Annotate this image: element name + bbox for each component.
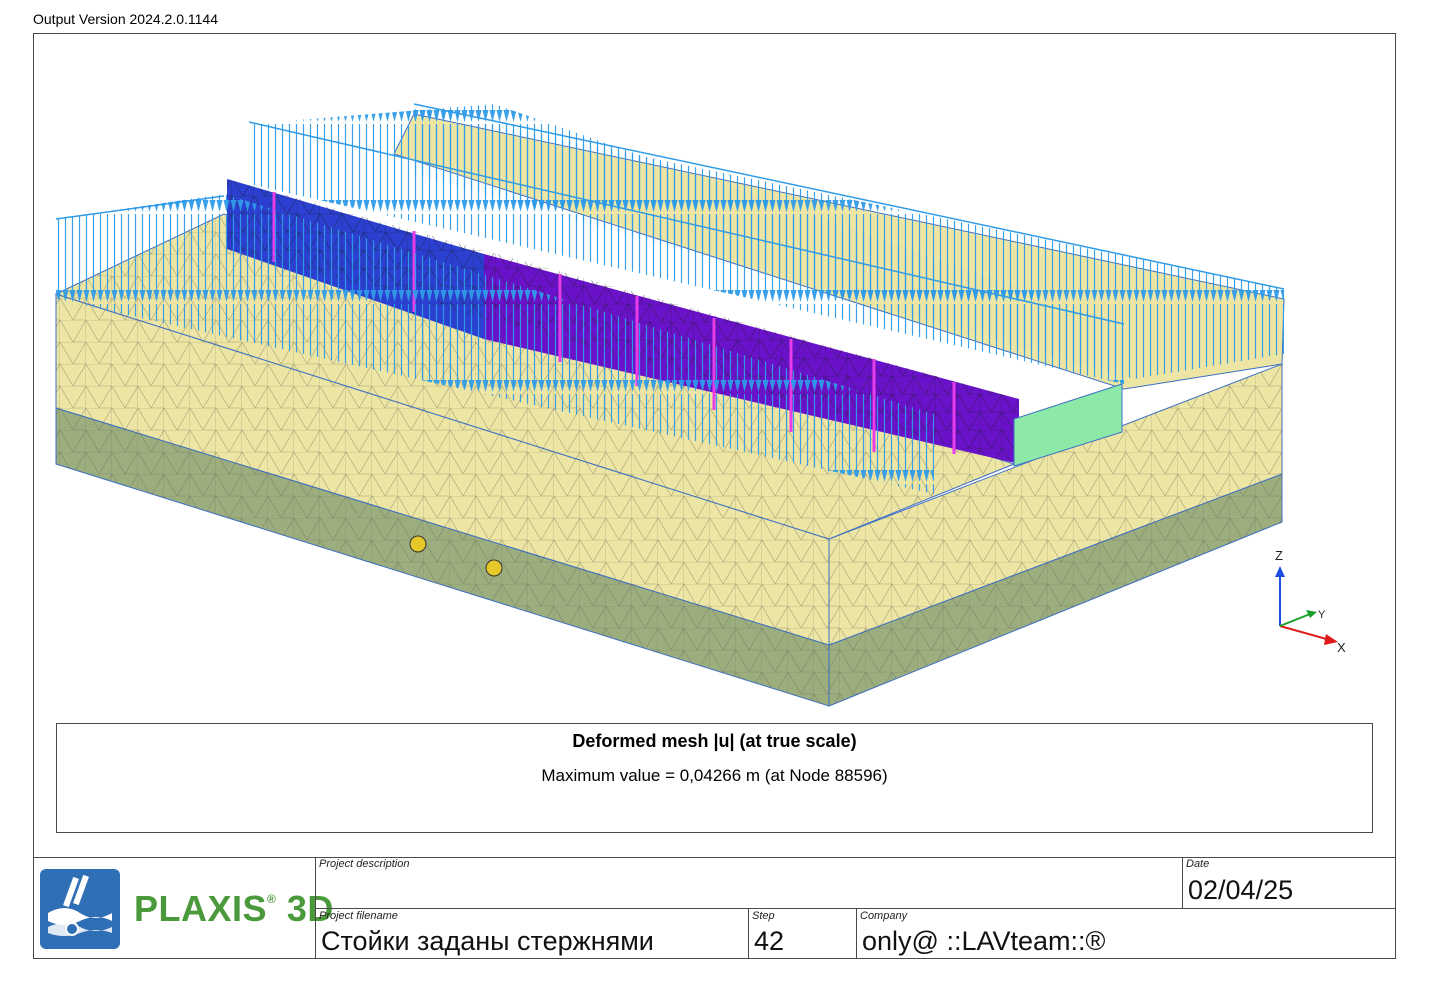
model-svg: Z Y X [54, 103, 1346, 707]
title-divider [315, 908, 1396, 909]
max-value-text: Maximum value = 0,04266 m (at Node 88596… [541, 766, 888, 785]
company-cell: Company only@ ::LAVteam::® [856, 909, 1396, 959]
axis-z-label: Z [1275, 548, 1283, 563]
page-frame [33, 33, 1396, 959]
logo-icon [48, 874, 112, 936]
axis-triad: Z Y X [1275, 548, 1346, 655]
slab-green [1013, 383, 1123, 467]
legend-box: Deformed mesh |u| (at true scale) Maximu… [56, 723, 1373, 833]
date-cell: Date 02/04/25 [1182, 857, 1396, 908]
plaxis-brand: PLAXIS® 3D [134, 888, 334, 929]
tunnel-markers [409, 535, 503, 577]
load-arrows-right [414, 109, 1284, 379]
axis-y-label: Y [1318, 609, 1326, 621]
plaxis-logo [40, 869, 120, 949]
plot-title: Deformed mesh |u| (at true scale) [572, 731, 857, 751]
project-description-cell: Project description [315, 857, 1182, 908]
output-version: Output Version 2024.2.0.1144 [33, 11, 218, 27]
model-viewport[interactable]: Z Y X [34, 34, 1395, 724]
load-arrows-left [56, 194, 934, 494]
project-filename-cell: Project filename Стойки заданы стержнями [315, 909, 748, 959]
step-cell: Step 42 [748, 909, 856, 959]
title-block [33, 857, 1396, 960]
axis-x-label: X [1337, 640, 1346, 655]
